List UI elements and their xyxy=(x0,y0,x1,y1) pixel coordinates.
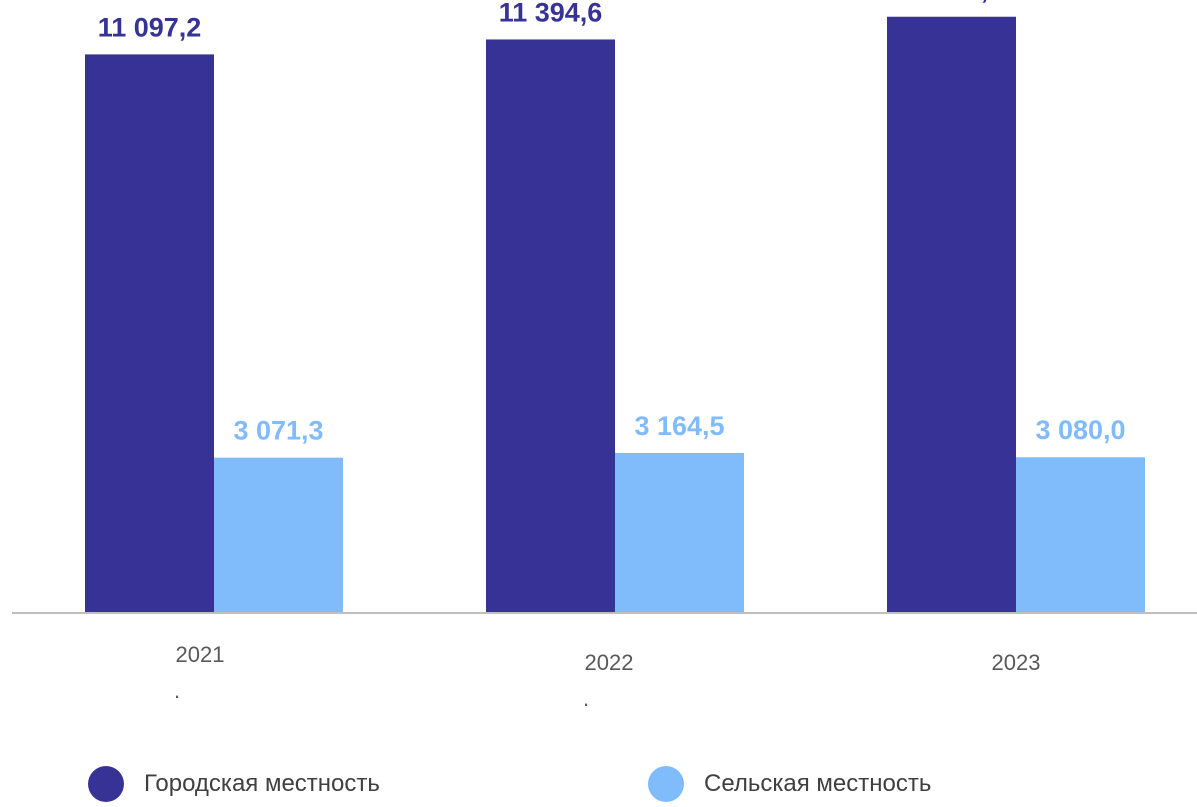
legend-swatch-rural xyxy=(648,766,684,802)
bar-urban-2021 xyxy=(85,54,214,613)
bars-layer xyxy=(85,16,1145,613)
legend-label-rural: Сельская местность xyxy=(704,770,932,797)
x-tick-suffix-2021: . xyxy=(174,678,180,703)
data-label-rural-2021: 3 071,3 xyxy=(233,416,323,446)
legend-item-urban: Городская местность xyxy=(88,766,380,802)
data-label-urban-2022: 11 394,6 xyxy=(499,0,603,27)
x-axis-ticks: 2021. 2022. 2023 xyxy=(174,642,1040,711)
legend-label-urban: Городская местность xyxy=(144,770,380,797)
bar-rural-2023 xyxy=(1016,457,1145,612)
legend-swatch-urban xyxy=(88,766,124,802)
legend-item-rural: Сельская местность xyxy=(648,766,931,802)
data-label-urban-2023: 11 847,0 xyxy=(900,0,1004,5)
data-label-urban-2021: 11 097,2 xyxy=(98,12,202,42)
data-label-rural-2022: 3 164,5 xyxy=(634,411,724,441)
x-tick-label-2021: 2021 xyxy=(176,642,225,667)
bar-urban-2023 xyxy=(887,16,1016,613)
x-tick-suffix-2022: . xyxy=(583,686,589,711)
bar-rural-2022 xyxy=(615,452,744,612)
bar-rural-2021 xyxy=(214,457,343,612)
bar-urban-2022 xyxy=(486,39,615,613)
data-label-rural-2023: 3 080,0 xyxy=(1035,415,1125,445)
x-tick-label-2022: 2022 xyxy=(585,650,634,675)
data-labels-layer: 11 097,2 11 394,6 11 847,0 3 071,3 3 164,5 3 … xyxy=(98,0,1126,446)
legend: Городская местность Сельская местность xyxy=(0,766,1197,806)
x-tick-label-2023: 2023 xyxy=(992,650,1041,675)
